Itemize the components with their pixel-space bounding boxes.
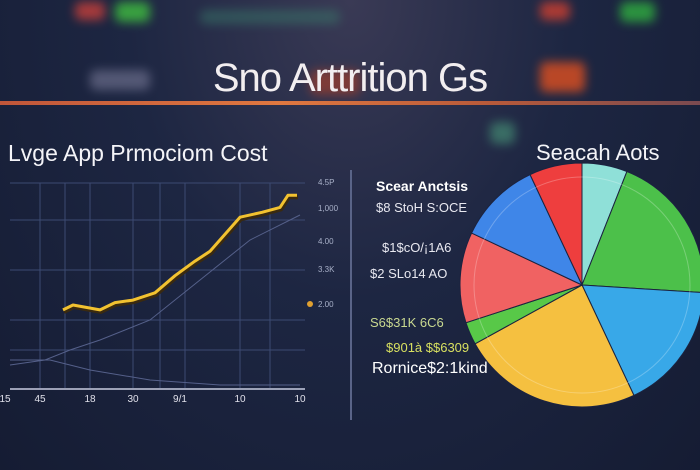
bg-light: [115, 2, 150, 22]
line-chart: 15 45 18 30 9/1 10 10 4.5P 1,000 4.00 3.3K 2.00: [0, 178, 339, 405]
bg-light: [490, 122, 515, 144]
line-series: [62, 193, 297, 312]
y-tick-label: 1,000: [318, 204, 339, 213]
line-chart-heading: Lvge App Prmociom Cost: [8, 140, 268, 166]
faint-line: [10, 359, 300, 386]
title-underline: [0, 101, 700, 105]
x-tick-label: 15: [0, 394, 11, 405]
legend-title: Scear Anctsis: [376, 178, 469, 194]
divider: [350, 170, 352, 420]
bg-light: [620, 2, 655, 22]
x-tick-label: 10: [294, 394, 306, 405]
x-tick-label: 45: [34, 394, 46, 405]
y-tick-label: 4.00: [318, 237, 334, 246]
line-shadow: [63, 195, 298, 314]
legend-item: $8 StoH S:OCE: [376, 200, 468, 215]
x-tick-label: 9/1: [173, 394, 187, 405]
bg-light: [540, 2, 570, 20]
page-title: Sno Arttrition Gs: [212, 56, 488, 100]
bg-light: [540, 62, 585, 92]
bg-light: [200, 10, 340, 24]
bg-light: [90, 70, 150, 90]
marker-dot: [307, 301, 313, 307]
bg-light: [310, 70, 360, 95]
y-tick-label: 3.3K: [318, 265, 335, 274]
faint-line: [9, 214, 301, 366]
legend-item: $1$cO/¡1A6: [382, 240, 452, 255]
legend-item: Rornice$2:1kind: [372, 360, 488, 377]
legend-item: $901à $$6309: [386, 340, 470, 355]
legend-item: S6$31K 6C6: [370, 315, 444, 330]
y-tick-label: 2.00: [318, 300, 334, 309]
y-tick-label: 4.5P: [318, 178, 334, 187]
bg-light: [75, 2, 105, 20]
x-tick-label: 10: [234, 394, 246, 405]
pie-chart-heading: Seacah Aots: [536, 140, 660, 165]
x-tick-label: 18: [84, 394, 96, 405]
legend-item: $2 SLo14 AO: [370, 266, 448, 281]
x-tick-label: 30: [127, 394, 139, 405]
